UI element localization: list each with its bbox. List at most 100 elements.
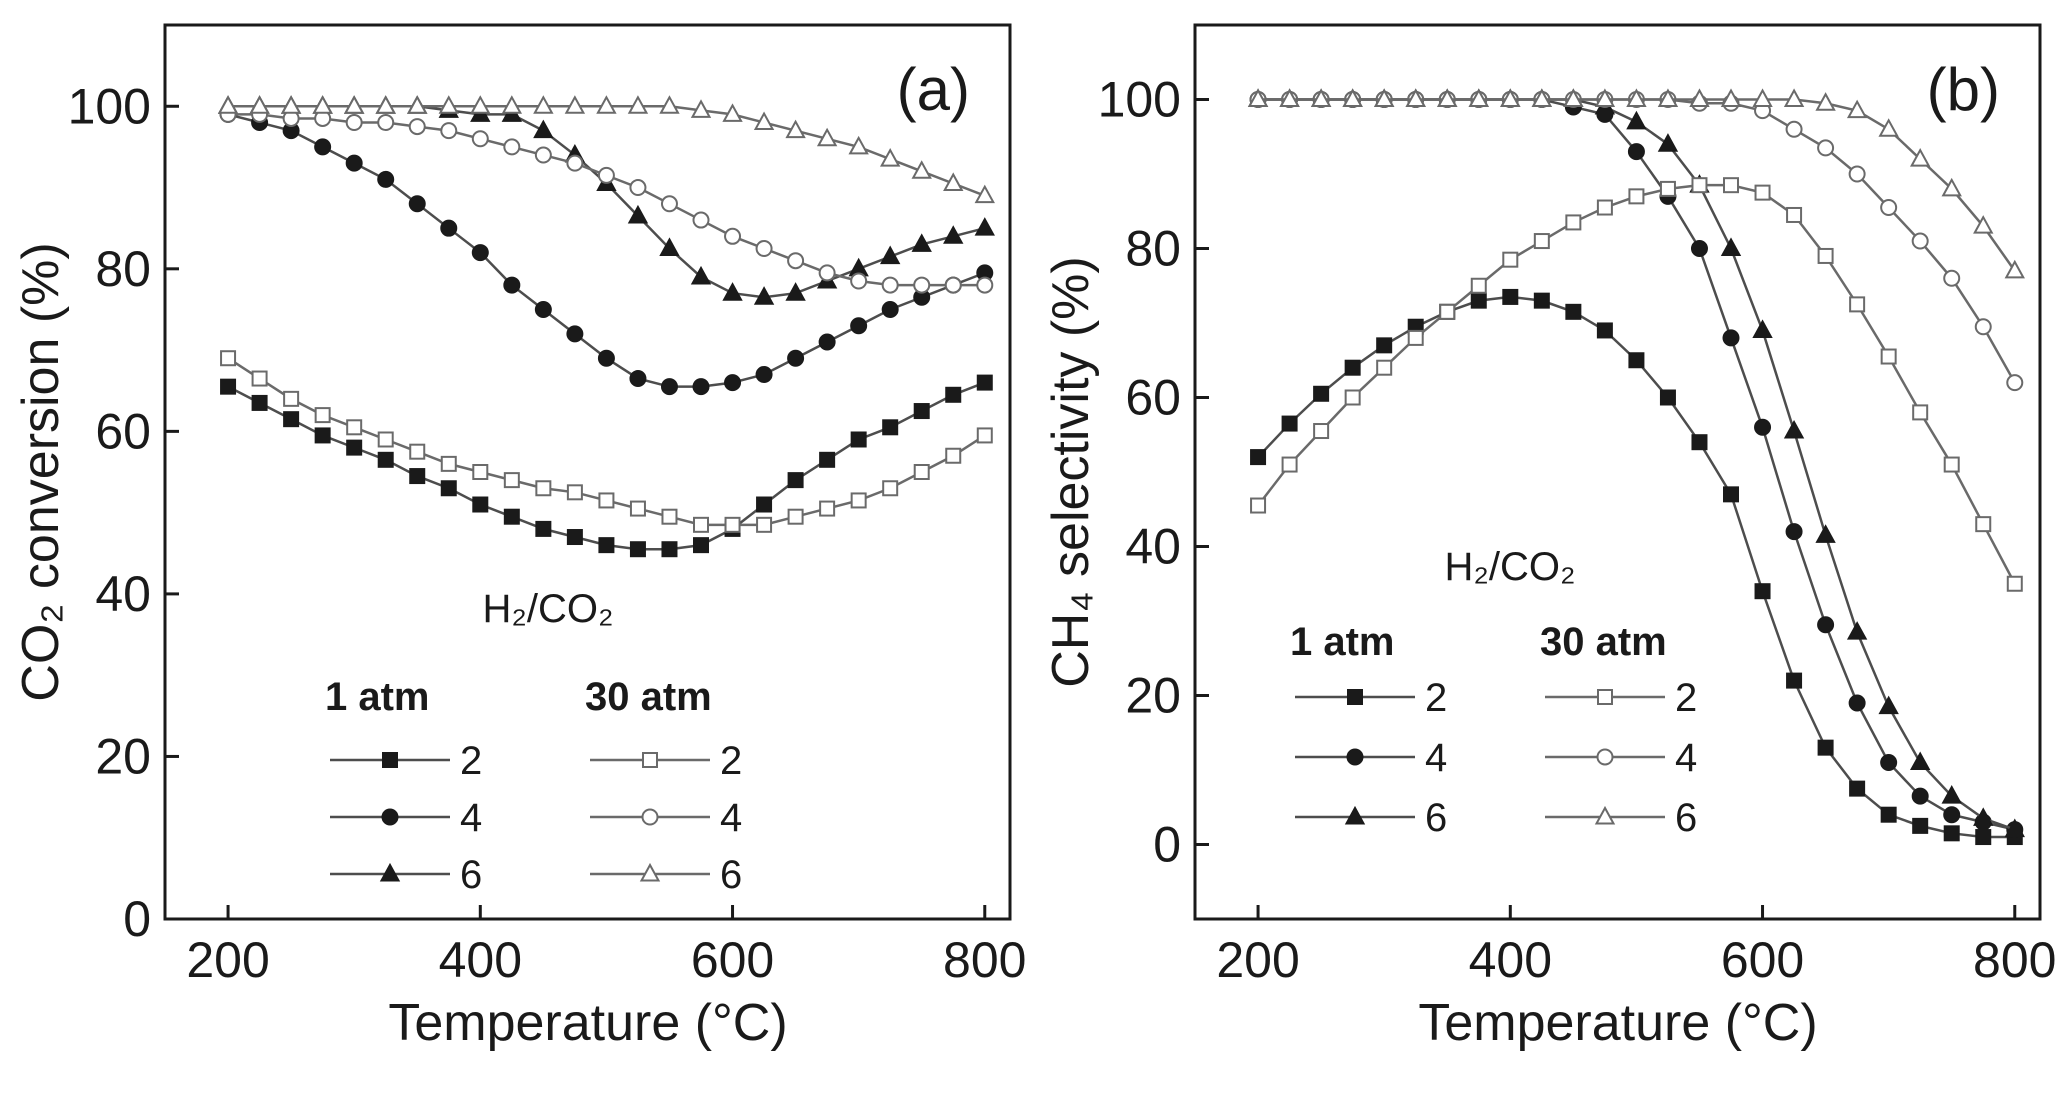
- data-point: [1342, 88, 1363, 107]
- data-point: [1565, 214, 1582, 231]
- data-point: [1720, 237, 1742, 256]
- data-point: [1310, 88, 1332, 107]
- panel-a: 200 400 600 800 0 20 40 60 80 100 (a) Temperature…: [12, 23, 1026, 1052]
- panel-b-legend: H₂/CO₂ 1 atm 30 atm 2 4 6 2 4 6: [1290, 545, 1697, 840]
- panel-a-xtick-label: 400: [439, 932, 522, 988]
- data-point: [1880, 348, 1897, 365]
- data-point: [1783, 88, 1805, 107]
- panel-a-series-1atm-2: [220, 374, 993, 558]
- data-point: [1909, 148, 1931, 167]
- data-point: [1533, 292, 1550, 309]
- data-point: [1786, 206, 1803, 223]
- legend-label: 2: [720, 739, 742, 783]
- panel-b-ticks: 200 400 600 800 0 20 40 60 80 100: [1098, 72, 2057, 989]
- data-point: [1659, 180, 1676, 197]
- data-point: [1627, 143, 1645, 161]
- panel-a-ylabel: CO₂ conversion (%): [12, 242, 70, 701]
- data-point: [785, 282, 806, 301]
- data-point: [1723, 177, 1740, 194]
- data-point: [1500, 88, 1521, 107]
- data-point: [1849, 296, 1866, 313]
- data-point: [1786, 672, 1803, 689]
- legend-marker: [1344, 805, 1366, 825]
- data-point: [345, 114, 363, 132]
- panel-a-ytick-label: 80: [95, 241, 151, 297]
- data-point: [597, 349, 615, 367]
- data-point: [818, 264, 836, 282]
- data-point: [1880, 754, 1898, 772]
- data-point: [564, 95, 586, 114]
- data-point: [408, 195, 426, 213]
- data-point: [314, 138, 332, 156]
- data-point: [629, 541, 646, 558]
- data-point: [943, 172, 964, 191]
- data-point: [755, 365, 773, 383]
- data-point: [314, 427, 331, 444]
- data-point: [503, 138, 521, 156]
- data-point: [660, 195, 678, 213]
- panel-a-legend-group-1atm: 1 atm: [325, 675, 430, 719]
- legend-marker: [639, 862, 661, 882]
- data-point: [283, 411, 300, 428]
- series-line: [227, 113, 986, 388]
- legend-entry-1atm-6: 6: [1295, 796, 1447, 840]
- legend-label: 2: [1425, 676, 1447, 720]
- data-point: [534, 146, 552, 164]
- legend-label: 2: [460, 739, 482, 783]
- panel-b-ylabel: CH₄ selectivity (%): [1042, 256, 1100, 688]
- data-point: [1437, 88, 1458, 107]
- data-point: [1943, 806, 1961, 824]
- data-point: [1373, 88, 1395, 107]
- data-point: [2006, 575, 2023, 592]
- legend-marker: [1594, 805, 1616, 825]
- series-line: [1258, 98, 2016, 831]
- legend-entry-30atm-4: 4: [590, 796, 742, 840]
- panel-b-ytick-label: 20: [1125, 668, 1181, 724]
- data-point: [1849, 780, 1866, 797]
- data-point: [1626, 110, 1647, 130]
- data-point: [1752, 88, 1773, 107]
- data-point: [850, 317, 868, 335]
- data-point: [501, 95, 523, 114]
- data-point: [753, 111, 775, 131]
- panel-a-legend-header: H₂/CO₂: [482, 587, 613, 631]
- data-point: [881, 276, 899, 294]
- panel-b-label: (b): [1927, 56, 2000, 123]
- data-point: [724, 374, 742, 392]
- data-point: [1596, 199, 1613, 216]
- data-point: [471, 130, 489, 148]
- panel-a-ytick-label: 60: [95, 403, 151, 459]
- data-point: [251, 394, 268, 411]
- data-point: [722, 103, 743, 122]
- data-point: [503, 276, 521, 294]
- data-point: [1754, 583, 1771, 600]
- data-point: [976, 374, 993, 391]
- panel-b-xtick-label: 200: [1216, 932, 1299, 988]
- data-point: [471, 244, 489, 262]
- panel-b-ytick-label: 60: [1125, 370, 1181, 426]
- panel-b-ytick-label: 0: [1153, 817, 1181, 873]
- data-point: [1878, 118, 1899, 137]
- panel-b-legend-entries: 2 4 6 2 4 6: [1295, 676, 1697, 840]
- panel-a-legend-group-30atm: 30 atm: [585, 675, 712, 719]
- panel-b-legend-group-1atm: 1 atm: [1290, 620, 1395, 664]
- panel-a-legend-entries: 2 4 6 2 4 6: [330, 739, 742, 897]
- data-point: [1344, 359, 1361, 376]
- data-point: [911, 160, 932, 179]
- data-point: [724, 516, 741, 533]
- legend-label: 6: [720, 853, 742, 897]
- data-point: [1817, 739, 1834, 756]
- data-point: [913, 403, 930, 420]
- data-point: [1785, 523, 1803, 541]
- data-point: [217, 95, 239, 114]
- panel-b-series: [1247, 88, 2025, 846]
- data-point: [1628, 188, 1645, 205]
- data-point: [911, 233, 932, 252]
- series-line: [228, 105, 986, 299]
- data-point: [661, 541, 678, 558]
- data-point: [974, 184, 995, 204]
- data-point: [280, 95, 302, 114]
- data-point: [1973, 215, 1994, 234]
- legend-entry-30atm-4: 4: [1545, 736, 1697, 780]
